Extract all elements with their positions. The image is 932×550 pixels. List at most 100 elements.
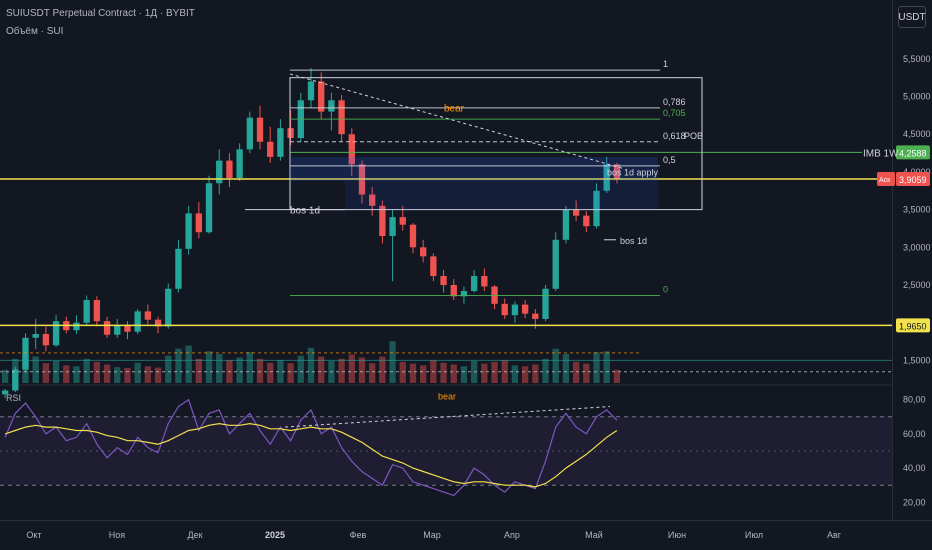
volume-bar bbox=[175, 348, 182, 383]
volume-bar bbox=[613, 369, 621, 383]
volume-bar bbox=[338, 358, 345, 383]
candle-body bbox=[1, 390, 9, 395]
candle-body bbox=[103, 321, 111, 335]
candle-body bbox=[277, 128, 284, 157]
ask-label-box bbox=[877, 172, 895, 187]
candle-body bbox=[440, 275, 447, 285]
imb-badge bbox=[896, 145, 930, 160]
volume-bar bbox=[593, 352, 600, 383]
candle-body bbox=[409, 224, 417, 248]
candle-body bbox=[195, 213, 202, 233]
candle-body bbox=[185, 213, 192, 249]
volume-bar bbox=[542, 358, 549, 383]
candle-body bbox=[226, 160, 233, 178]
volume-bar bbox=[440, 362, 447, 383]
candle-body bbox=[348, 134, 355, 165]
volume-bar bbox=[287, 363, 294, 383]
volume-bar bbox=[195, 358, 202, 383]
candle-body bbox=[52, 321, 60, 346]
rsi-label: RSI bbox=[6, 393, 21, 403]
volume-bar bbox=[165, 355, 172, 383]
candle-body bbox=[83, 300, 90, 323]
candle-body bbox=[73, 322, 80, 331]
candle-body bbox=[134, 311, 141, 332]
price-tick: 5,0000 bbox=[903, 92, 931, 102]
candle-body bbox=[338, 100, 345, 135]
fib-level-label: 1 bbox=[663, 59, 668, 69]
imb-badge-label: IMB 1W bbox=[863, 148, 899, 159]
volume-bar bbox=[460, 366, 468, 383]
candle-body bbox=[216, 160, 223, 184]
candle-body bbox=[511, 304, 519, 316]
ask-badge-label: Аск bbox=[879, 177, 891, 184]
axes: 5,5000 5,0000 4,5000 4,0000 3,5000 3,0000 2,50… bbox=[26, 54, 930, 540]
fib-level-label: 0,5 bbox=[663, 155, 676, 165]
volume-bar bbox=[532, 364, 539, 383]
rsi-tick: 20,00 bbox=[903, 497, 926, 507]
fib-level-label: 0,786 bbox=[663, 97, 686, 107]
volume-bar bbox=[511, 365, 519, 383]
price-tick: 4,0000 bbox=[903, 167, 931, 177]
candle-body bbox=[389, 217, 396, 236]
price-tick: 4,5000 bbox=[903, 129, 931, 139]
candle-body bbox=[124, 325, 131, 332]
candle-body bbox=[32, 334, 39, 338]
candle-body bbox=[154, 319, 162, 327]
volume-bar bbox=[450, 364, 457, 383]
candle-body bbox=[369, 194, 376, 206]
candle-body bbox=[532, 313, 539, 319]
candle-body bbox=[603, 164, 610, 191]
candle-body bbox=[450, 285, 457, 297]
volume-bar bbox=[348, 354, 355, 383]
volume-bar bbox=[369, 363, 376, 383]
candle-body bbox=[379, 205, 386, 236]
rsi-tick: 40,00 bbox=[903, 463, 926, 473]
volume-legend: Объём · SUI bbox=[6, 26, 64, 37]
time-tick: Июн bbox=[668, 530, 686, 540]
volume-bar bbox=[552, 348, 559, 383]
price-tick: 2,5000 bbox=[903, 280, 931, 290]
price-tick: 1,5000 bbox=[903, 355, 931, 365]
candle-body bbox=[552, 239, 559, 289]
candle-body bbox=[430, 256, 437, 276]
volume-bar bbox=[491, 361, 498, 383]
time-tick: Апр bbox=[504, 530, 520, 540]
time-tick: Май bbox=[585, 530, 603, 540]
volume-bar bbox=[124, 368, 131, 383]
volume-bar bbox=[134, 362, 141, 383]
price-tick: 5,5000 bbox=[903, 54, 931, 64]
supply-zone-lower bbox=[345, 180, 658, 210]
candle-body bbox=[572, 209, 580, 216]
price-tick: 3,0000 bbox=[903, 242, 931, 252]
volume-bar bbox=[277, 360, 284, 383]
candle-body bbox=[318, 81, 325, 112]
bear-label: bear bbox=[444, 104, 465, 115]
time-tick: Авг bbox=[827, 530, 842, 540]
price-tick: 3,5000 bbox=[903, 205, 931, 215]
time-tick: Окт bbox=[26, 530, 41, 540]
ask-badge-value: 3,9059 bbox=[899, 175, 927, 185]
volume-bar bbox=[420, 365, 427, 383]
candle-body bbox=[236, 149, 243, 178]
candle-body bbox=[460, 291, 468, 297]
time-tick: Мар bbox=[423, 530, 441, 540]
time-tick: Ноя bbox=[109, 530, 126, 540]
time-tick: 2025 bbox=[265, 530, 285, 540]
candle-body bbox=[287, 128, 294, 138]
supply-zone bbox=[290, 156, 658, 181]
fib-level-label: 0,705 bbox=[663, 108, 686, 118]
candle-body bbox=[12, 369, 19, 391]
volume-bar bbox=[572, 361, 580, 383]
pob-label: POB bbox=[684, 131, 703, 141]
currency-button[interactable]: USDT bbox=[898, 6, 926, 28]
volume-bar bbox=[216, 353, 223, 383]
candle-body bbox=[307, 81, 315, 101]
volume-bar bbox=[73, 366, 80, 383]
volume-bar bbox=[154, 367, 162, 383]
rsi-ma-line bbox=[4, 422, 618, 488]
imb-badge-value: 4,2588 bbox=[899, 148, 927, 158]
rsi-tick: 60,00 bbox=[903, 429, 926, 439]
volume-bar bbox=[267, 362, 274, 383]
